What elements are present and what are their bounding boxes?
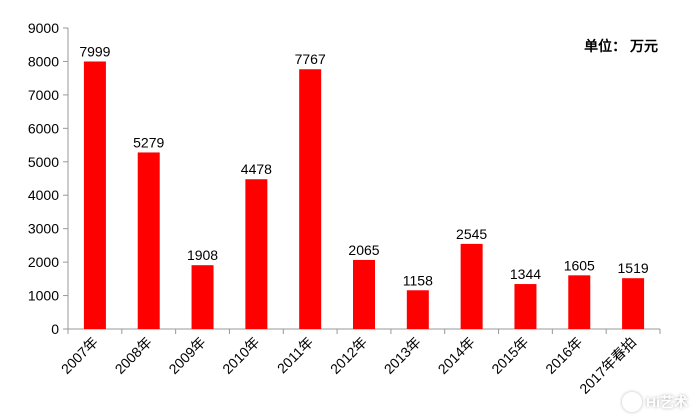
y-axis: 0 1000 2000 3000 4000 5000 6000 7000 8000 9000 (28, 20, 69, 337)
bar (299, 69, 322, 329)
x-tick-label: 2011年 (274, 334, 317, 377)
bar (568, 275, 591, 329)
unit-label: 单位： 万元 (584, 38, 658, 54)
bar (514, 284, 537, 329)
x-tick-label: 2007年 (58, 334, 101, 377)
x-axis (67, 328, 661, 334)
data-label: 2065 (348, 242, 379, 258)
x-tick-label: 2015年 (488, 334, 531, 377)
watermark-logo-icon (622, 392, 642, 412)
bars (83, 61, 645, 329)
y-tick-label: 0 (51, 321, 59, 337)
y-tick-label: 3000 (28, 221, 59, 237)
data-labels: 7999 5279 1908 4478 7767 2065 1158 2545 1344 1605… (79, 43, 649, 288)
y-tick-label: 2000 (28, 254, 59, 270)
data-label: 1158 (403, 272, 433, 288)
data-label: 5279 (133, 134, 164, 150)
data-label: 7999 (79, 43, 110, 59)
x-tick-label: 2012年 (327, 334, 370, 377)
x-tick-label: 2010年 (219, 334, 262, 377)
x-tick-label: 2009年 (165, 334, 208, 377)
bar (137, 152, 160, 329)
y-tick-label: 4000 (28, 187, 59, 203)
y-tick-label: 9000 (28, 20, 59, 36)
bar (191, 265, 214, 329)
y-tick-label: 6000 (28, 120, 59, 136)
x-tick-label: 2016年 (542, 334, 585, 377)
y-tick-label: 8000 (28, 53, 59, 69)
y-tick-label: 5000 (28, 154, 59, 170)
bar (83, 61, 106, 329)
bar (460, 243, 483, 329)
bar (622, 278, 645, 329)
x-tick-labels: 2007年 2008年 2009年 2010年 2011年 2012年 2013年 2014年… (58, 334, 639, 397)
x-tick-label: 2014年 (435, 334, 478, 377)
y-tick-label: 1000 (28, 288, 59, 304)
y-tick-label: 7000 (28, 87, 59, 103)
data-label: 1344 (510, 266, 541, 282)
data-label: 1519 (618, 260, 649, 276)
data-label: 1605 (564, 257, 595, 273)
watermark: Hi艺术 (622, 392, 688, 412)
x-tick-label: 2017年春拍 (576, 334, 639, 397)
bar (245, 179, 268, 329)
data-label: 4478 (241, 161, 272, 177)
data-label: 1908 (187, 247, 218, 263)
data-label: 7767 (295, 51, 326, 67)
bar (406, 290, 429, 329)
x-tick-label: 2008年 (112, 334, 155, 377)
watermark-text: Hi艺术 (646, 394, 688, 410)
bar (353, 259, 375, 329)
x-tick-label: 2013年 (381, 334, 424, 377)
data-label: 2545 (456, 226, 487, 242)
